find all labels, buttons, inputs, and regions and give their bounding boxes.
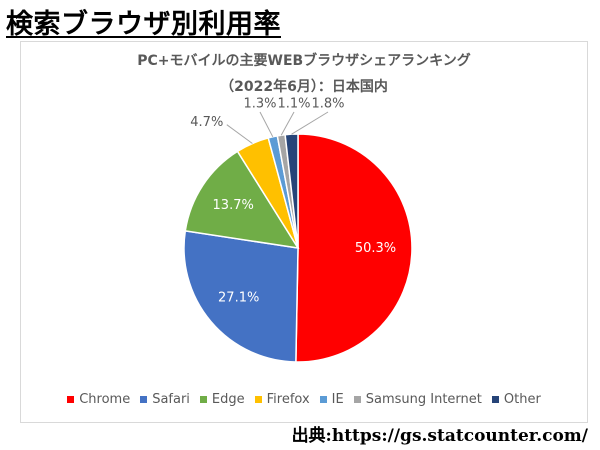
data-label-firefox: 4.7% — [190, 115, 223, 130]
legend-item-other: Other — [491, 392, 541, 407]
pie-slice-safari — [183, 230, 299, 363]
chart-subtitle: （2022年6月）：日本国内 — [220, 79, 388, 95]
legend-item-edge: Edge — [199, 392, 245, 407]
data-label-edge: 13.7% — [213, 198, 254, 213]
data-label-samsung-internet: 1.1% — [277, 97, 310, 112]
legend-label-samsung-internet: Samsung Internet — [365, 392, 482, 407]
legend-label-other: Other — [503, 392, 541, 407]
legend-swatch-samsung-internet — [353, 396, 361, 403]
pie-slice-edge — [184, 150, 300, 249]
legend-swatch-edge — [199, 396, 207, 403]
data-label-chrome: 50.3% — [355, 241, 396, 256]
legend-swatch-ie — [319, 396, 327, 403]
page-heading: 検索ブラウザ別利用率 — [6, 9, 281, 40]
pie-slice-other — [284, 133, 299, 249]
legend-item-samsung-internet: Samsung Internet — [353, 392, 482, 407]
pie-slice-chrome — [295, 133, 413, 363]
legend-item-safari: Safari — [140, 392, 190, 407]
leader-line-samsung-internet — [280, 111, 295, 136]
leader-line-firefox — [226, 124, 253, 144]
chart-legend: Chrome Safari Edge Firefox IE Samsung Interne… — [21, 392, 587, 407]
source-citation: 出典:https://gs.statcounter.com/ — [291, 426, 588, 446]
legend-swatch-chrome — [67, 396, 75, 403]
legend-swatch-firefox — [254, 396, 262, 403]
chart-panel: PC+モバイルの主要WEBブラウザシェアランキング （2022年6月）：日本国内… — [20, 41, 588, 423]
legend-item-chrome: Chrome — [67, 392, 130, 407]
legend-label-chrome: Chrome — [79, 392, 131, 407]
legend-label-safari: Safari — [152, 392, 190, 407]
legend-label-firefox: Firefox — [266, 392, 310, 407]
data-label-safari: 27.1% — [218, 291, 259, 306]
leader-line-other — [291, 111, 329, 135]
legend-item-firefox: Firefox — [254, 392, 310, 407]
leader-line-ie — [259, 111, 274, 138]
pie-chart: 50.3% 27.1% 13.7% 4.7% 1.3% 1.1% 1.8% — [183, 97, 413, 363]
chart-title: PC+モバイルの主要WEBブラウザシェアランキング — [137, 53, 471, 69]
legend-label-ie: IE — [331, 392, 344, 407]
legend-swatch-safari — [140, 396, 148, 403]
legend-swatch-other — [491, 396, 499, 403]
data-label-other: 1.8% — [311, 97, 344, 112]
legend-label-edge: Edge — [211, 392, 245, 407]
data-label-ie: 1.3% — [243, 97, 276, 112]
legend-item-ie: IE — [319, 392, 344, 407]
